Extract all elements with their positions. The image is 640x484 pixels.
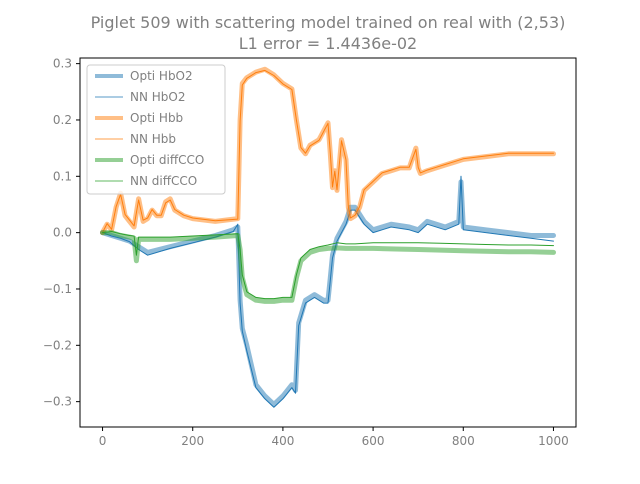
chart-title: Piglet 509 with scattering model trained… [91, 13, 566, 32]
legend-label-opti-diffcco: Opti diffCCO [130, 153, 204, 167]
chart-subtitle: L1 error = 1.4436e-02 [239, 34, 417, 53]
x-tick-label: 1000 [538, 434, 569, 448]
legend-label-nn-diffcco: NN diffCCO [130, 174, 197, 188]
legend-label-opti-hbb: Opti Hbb [130, 111, 183, 125]
x-tick-label: 800 [452, 434, 475, 448]
legend: Opti HbO2 NN HbO2 Opti Hbb NN Hbb Opti d… [86, 64, 226, 195]
legend-label-nn-hbo2: NN HbO2 [130, 90, 186, 104]
x-tick-label: 0 [99, 434, 107, 448]
y-axis: −0.3 −0.2 −0.1 0.0 0.1 0.2 0.3 [43, 57, 80, 409]
x-tick-label: 600 [362, 434, 385, 448]
legend-label-opti-hbo2: Opti HbO2 [130, 69, 193, 83]
y-tick-label: −0.1 [43, 282, 72, 296]
legend-label-nn-hbb: NN Hbb [130, 132, 176, 146]
y-tick-label: 0.1 [53, 169, 72, 183]
y-tick-label: −0.3 [43, 395, 72, 409]
y-tick-label: −0.2 [43, 338, 72, 352]
y-tick-label: 0.3 [53, 57, 72, 71]
x-tick-label: 400 [271, 434, 294, 448]
series-layer [100, 66, 556, 408]
y-tick-label: 0.0 [53, 226, 72, 240]
series-line-nn-diffcco [102, 231, 554, 300]
y-tick-label: 0.2 [53, 113, 72, 127]
x-axis: 0 200 400 600 800 1000 [99, 427, 569, 448]
plot-frame [79, 57, 577, 428]
series-line-nn-hbb [102, 69, 554, 234]
x-tick-label: 200 [181, 434, 204, 448]
